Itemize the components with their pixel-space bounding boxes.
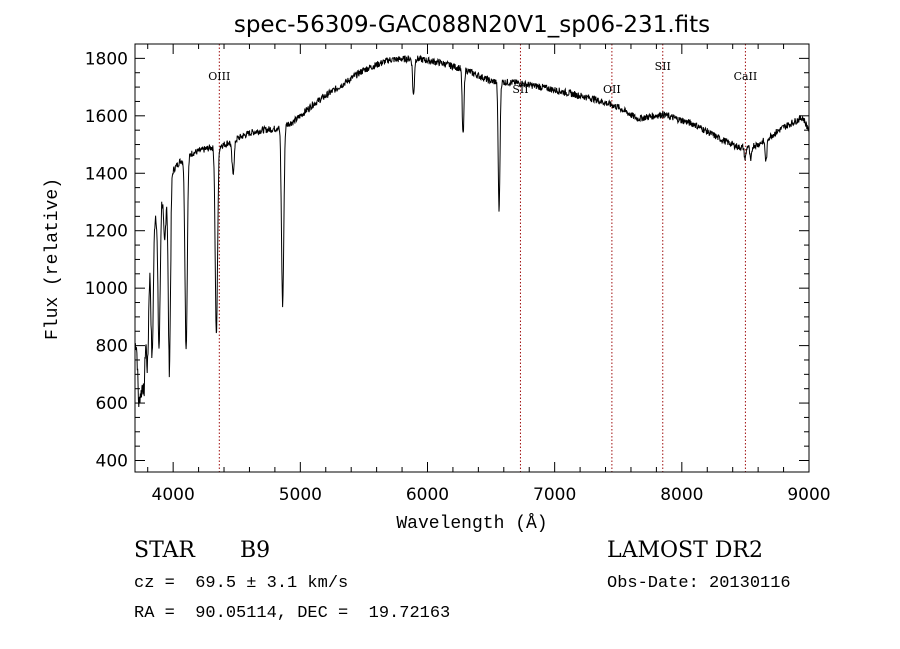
marker-label: OII	[603, 83, 621, 96]
x-tick-label: 5000	[279, 485, 322, 505]
object-class: STAR	[134, 538, 195, 563]
object-subclass: B9	[240, 538, 271, 563]
obs-date-text: Obs-Date: 20130116	[607, 574, 791, 593]
x-axis-label: Wavelength (Å)	[396, 513, 547, 534]
chart-title: spec-56309-GAC088N20V1_sp06-231.fits	[234, 12, 710, 38]
y-tick-label: 1200	[85, 222, 128, 242]
y-tick-label: 1000	[85, 279, 128, 299]
marker-label: SII	[655, 60, 671, 73]
y-tick-label: 1400	[85, 164, 128, 184]
x-tick-label: 6000	[406, 485, 449, 505]
y-tick-label: 1600	[85, 107, 128, 127]
y-tick-label: 600	[96, 394, 128, 414]
y-tick-label: 800	[96, 337, 128, 357]
marker-label: CaII	[734, 70, 758, 83]
y-tick-label: 400	[96, 452, 128, 472]
y-axis-label: Flux (relative)	[43, 178, 63, 340]
spectrum-line	[134, 54, 810, 408]
redshift-text: cz = 69.5 ± 3.1 km/s	[134, 574, 349, 593]
plot-axes: 4000 5000 6000 7000 8000 9000 400 600 800 1000 120…	[85, 43, 831, 505]
x-tick-label: 4000	[152, 485, 195, 505]
coordinates-text: RA = 90.05114, DEC = 19.72163	[134, 604, 451, 623]
survey-name: LAMOST DR2	[607, 538, 763, 563]
x-tick-label: 8000	[660, 485, 703, 505]
x-tick-label: 7000	[533, 485, 576, 505]
x-tick-label: 9000	[787, 485, 830, 505]
y-tick-label: 1800	[85, 49, 128, 69]
marker-label: OIII	[208, 70, 230, 83]
plot-frame	[134, 43, 810, 473]
